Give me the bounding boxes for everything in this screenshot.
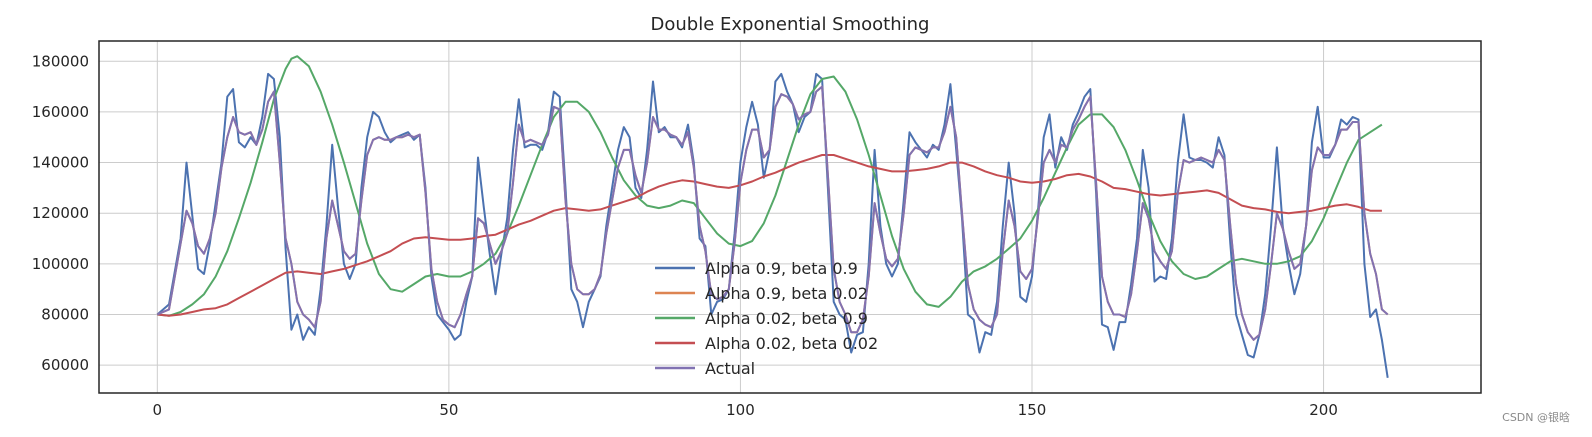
legend-label: Alpha 0.9, beta 0.02: [705, 284, 868, 303]
x-tick-label: 50: [439, 401, 458, 419]
legend-label: Alpha 0.9, beta 0.9: [705, 259, 858, 278]
x-axis-ticks: 0 50 100 150 200: [153, 401, 1338, 419]
watermark: CSDN @银晗: [1502, 411, 1570, 424]
legend: Alpha 0.9, beta 0.9 Alpha 0.9, beta 0.02 A…: [655, 259, 878, 378]
y-tick-label: 140000: [32, 154, 89, 172]
x-tick-label: 200: [1309, 401, 1338, 419]
y-tick-label: 120000: [32, 204, 89, 222]
plot-frame: [98, 40, 1482, 394]
chart-title: Double Exponential Smoothing: [651, 14, 930, 35]
series-line-3: [157, 55, 1383, 317]
legend-label: Alpha 0.02, beta 0.02: [705, 334, 878, 353]
x-tick-label: 100: [726, 401, 755, 419]
x-tick-label: 150: [1018, 401, 1047, 419]
y-tick-label: 80000: [41, 305, 89, 323]
y-axis-ticks: 60000 80000 100000 120000 140000 160000 180000: [32, 52, 89, 374]
legend-label: Alpha 0.02, beta 0.9: [705, 309, 868, 328]
series-line-1: [156, 72, 1389, 378]
series-layer: [156, 55, 1389, 378]
x-tick-label: 0: [153, 401, 163, 419]
legend-label: Actual: [705, 359, 755, 378]
y-tick-label: 160000: [32, 103, 89, 121]
grid-lines: [99, 41, 1481, 393]
y-tick-label: 60000: [41, 356, 89, 374]
y-tick-label: 180000: [32, 52, 89, 70]
y-tick-label: 100000: [32, 255, 89, 273]
series-line-5: [156, 85, 1389, 341]
